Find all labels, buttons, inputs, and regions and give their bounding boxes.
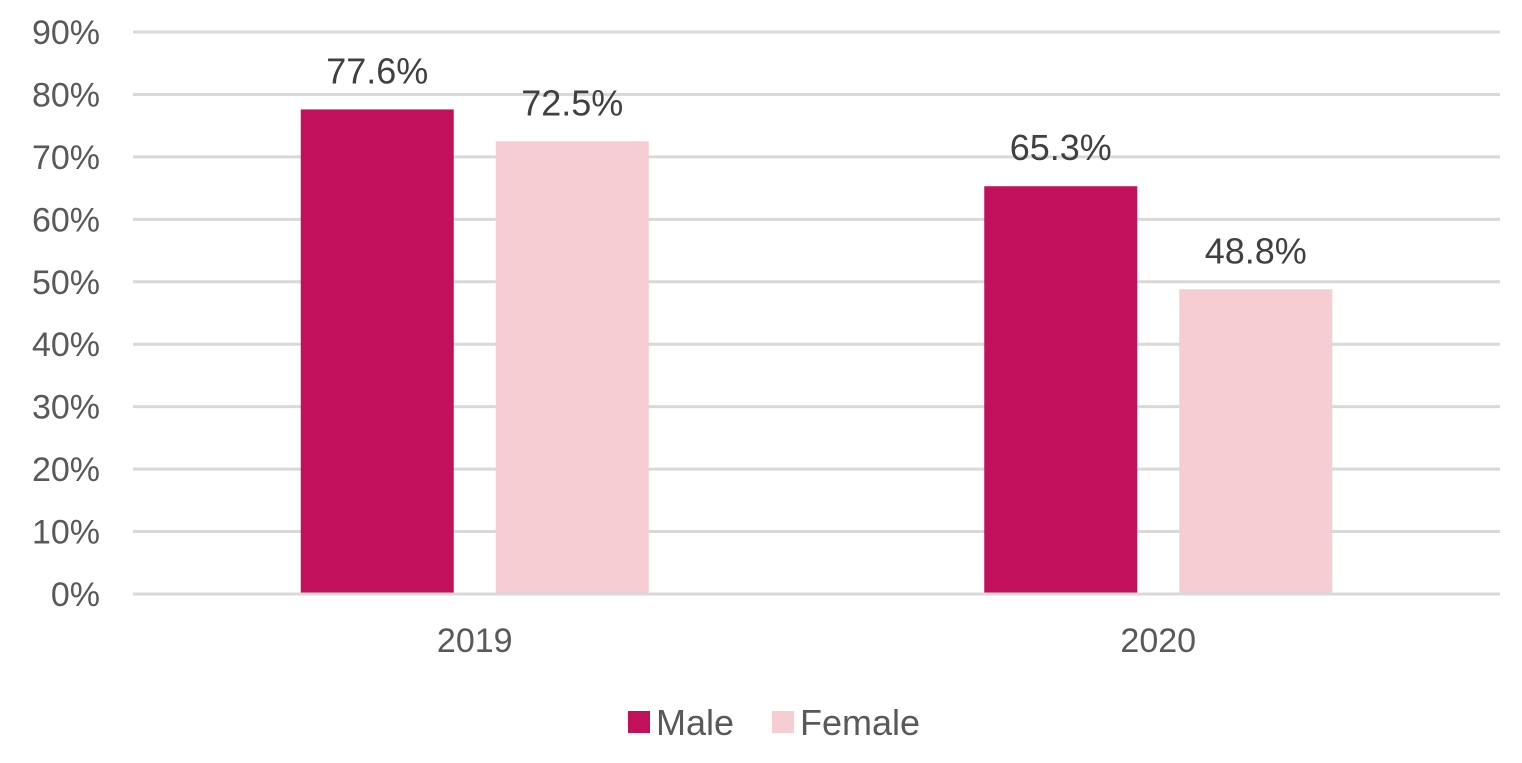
bar-male-2020: [984, 186, 1138, 594]
data-label-male-2020: 65.3%: [1010, 127, 1112, 168]
y-tick-label: 40%: [32, 326, 100, 364]
data-label-female-2019: 72.5%: [521, 82, 623, 123]
data-label-male-2019: 77.6%: [326, 50, 428, 91]
legend-label-male: Male: [656, 702, 734, 743]
x-tick-label: 2020: [1120, 622, 1196, 660]
y-tick-label: 80%: [32, 76, 100, 114]
x-tick-label: 2019: [437, 622, 513, 660]
data-labels: 77.6% 72.5% 65.3% 48.8%: [326, 50, 1307, 271]
y-tick-label: 60%: [32, 201, 100, 239]
y-tick-label: 0%: [51, 576, 100, 614]
legend-label-female: Female: [800, 702, 920, 743]
legend-swatch-male: [628, 711, 650, 733]
y-tick-label: 90%: [32, 14, 100, 52]
y-axis-tick-labels: 0% 10% 20% 30% 40% 50% 60% 70% 80% 90%: [32, 14, 100, 614]
bars: [300, 109, 1333, 594]
y-tick-label: 30%: [32, 389, 100, 427]
bar-male-2019: [300, 109, 454, 594]
legend: Male Female: [628, 702, 920, 743]
x-axis-tick-labels: 2019 2020: [437, 622, 1196, 660]
legend-swatch-female: [772, 711, 794, 733]
bar-female-2020: [1179, 289, 1333, 594]
y-tick-label: 70%: [32, 139, 100, 177]
y-tick-label: 20%: [32, 451, 100, 489]
y-tick-label: 10%: [32, 514, 100, 552]
y-tick-label: 50%: [32, 264, 100, 302]
data-label-female-2020: 48.8%: [1205, 230, 1307, 271]
bar-female-2019: [495, 141, 649, 594]
